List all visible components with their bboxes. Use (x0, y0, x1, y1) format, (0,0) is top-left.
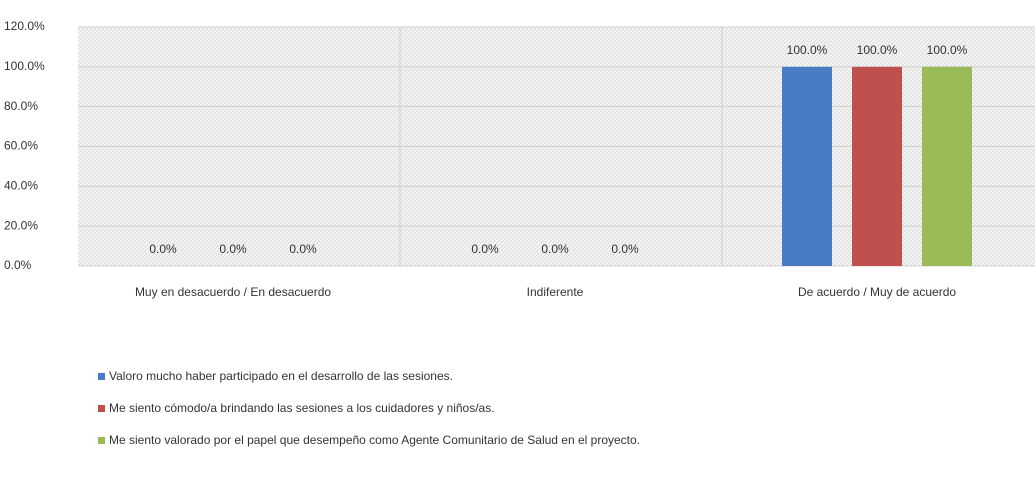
y-tick-label: 40.0% (4, 179, 38, 193)
data-label: 0.0% (471, 242, 499, 256)
x-tick-label: Muy en desacuerdo / En desacuerdo (135, 285, 331, 299)
y-tick-label: 120.0% (4, 19, 45, 33)
x-tick-label: Indiferente (527, 285, 584, 299)
bar (852, 66, 902, 266)
data-label: 100.0% (927, 43, 968, 57)
legend-swatch (98, 405, 105, 412)
y-tick-label: 100.0% (4, 59, 45, 73)
legend-item: Me siento cómodo/a brindando las sesione… (98, 401, 678, 416)
y-tick-label: 20.0% (4, 218, 38, 232)
legend-item: Valoro mucho haber participado en el des… (98, 369, 678, 384)
legend-label: Me siento valorado por el papel que dese… (109, 433, 641, 447)
data-label: 0.0% (541, 242, 569, 256)
data-label: 0.0% (611, 242, 639, 256)
y-tick-label: 80.0% (4, 99, 38, 113)
data-label: 0.0% (219, 242, 247, 256)
legend-swatch (98, 373, 105, 380)
bar (922, 66, 972, 266)
y-tick-label: 60.0% (4, 139, 38, 153)
legend-label: Me siento cómodo/a brindando las sesione… (109, 401, 495, 415)
data-label: 0.0% (289, 242, 317, 256)
data-label: 100.0% (787, 43, 828, 57)
legend-item: Me siento valorado por el papel que dese… (98, 433, 658, 448)
legend-swatch (98, 437, 105, 444)
y-tick-label: 0.0% (4, 258, 32, 272)
legend-label: Valoro mucho haber participado en el des… (109, 369, 453, 383)
data-label: 100.0% (857, 43, 898, 57)
bar (782, 66, 832, 266)
data-label: 0.0% (149, 242, 177, 256)
x-tick-label: De acuerdo / Muy de acuerdo (798, 285, 956, 299)
